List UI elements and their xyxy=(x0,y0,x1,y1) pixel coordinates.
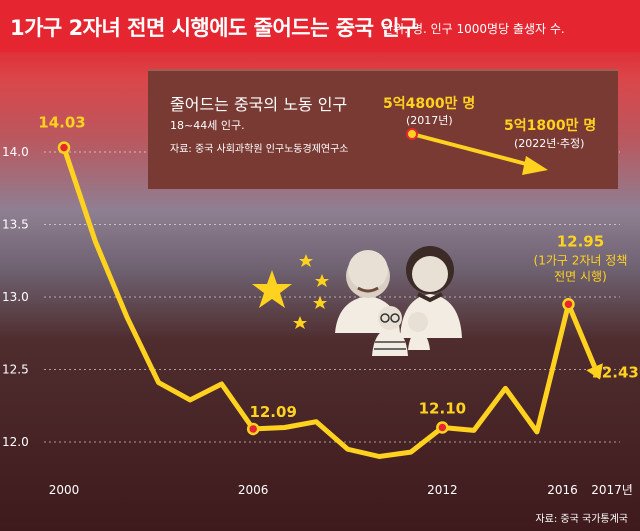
series-arrow-line xyxy=(566,303,597,368)
end-year: (2022년·추정) xyxy=(514,137,585,150)
data-note: 전면 시행) xyxy=(554,268,607,283)
data-point xyxy=(436,421,449,434)
data-point xyxy=(246,422,260,436)
data-note: (1가구 2자녀 정책 xyxy=(534,252,628,267)
data-label: 12.09 xyxy=(249,403,296,421)
box-source: 자료: 중국 사회과학원 인구노동경제연구소 xyxy=(170,144,349,155)
data-point xyxy=(57,141,71,154)
labor-population-box: 줄어드는 중국의 노동 인구 18~44세 인구. 자료: 중국 사회과학원 인… xyxy=(148,69,618,189)
data-label: 14.03 xyxy=(38,114,85,132)
x-tick-label: 2012 xyxy=(427,483,458,497)
unit-note: 단위: 명. 인구 1000명당 출생자 수. xyxy=(382,22,565,36)
data-label: 12.10 xyxy=(419,400,466,418)
series-arrow-head xyxy=(586,363,603,380)
series-line xyxy=(61,146,571,459)
end-population: 5억1800만 명 xyxy=(504,118,597,134)
title-bar xyxy=(0,0,640,52)
y-tick-label: 12.0 xyxy=(2,435,29,449)
box-subtitle: 18~44세 인구. xyxy=(170,119,245,132)
x-tick-label: 2017년 xyxy=(591,483,633,497)
x-tick-label: 2016 xyxy=(547,483,578,497)
x-tick-label: 2000 xyxy=(49,483,80,497)
chart-title: 1가구 2자녀 전면 시행에도 줄어드는 중국 인구 xyxy=(10,16,418,40)
data-label: 12.95 xyxy=(557,232,604,250)
start-year: (2017년) xyxy=(406,114,453,127)
data-point xyxy=(562,298,575,311)
x-tick-label: 2006 xyxy=(238,483,269,497)
decline-arrow-icon xyxy=(406,128,548,175)
box-title: 줄어드는 중국의 노동 인구 xyxy=(170,95,348,114)
china-flag-stars-icon xyxy=(252,254,329,329)
children-icon xyxy=(372,306,430,356)
start-population: 5억4800만 명 xyxy=(383,96,476,112)
y-tick-label: 13.0 xyxy=(2,290,29,304)
y-tick-label: 14.0 xyxy=(2,145,29,159)
y-tick-label: 12.5 xyxy=(2,363,29,377)
data-source: 자료: 중국 국가통계국 xyxy=(535,514,628,525)
family-illustration-icon xyxy=(252,246,462,356)
data-label: 12.43명 xyxy=(591,364,640,382)
y-tick-label: 13.5 xyxy=(2,218,29,232)
